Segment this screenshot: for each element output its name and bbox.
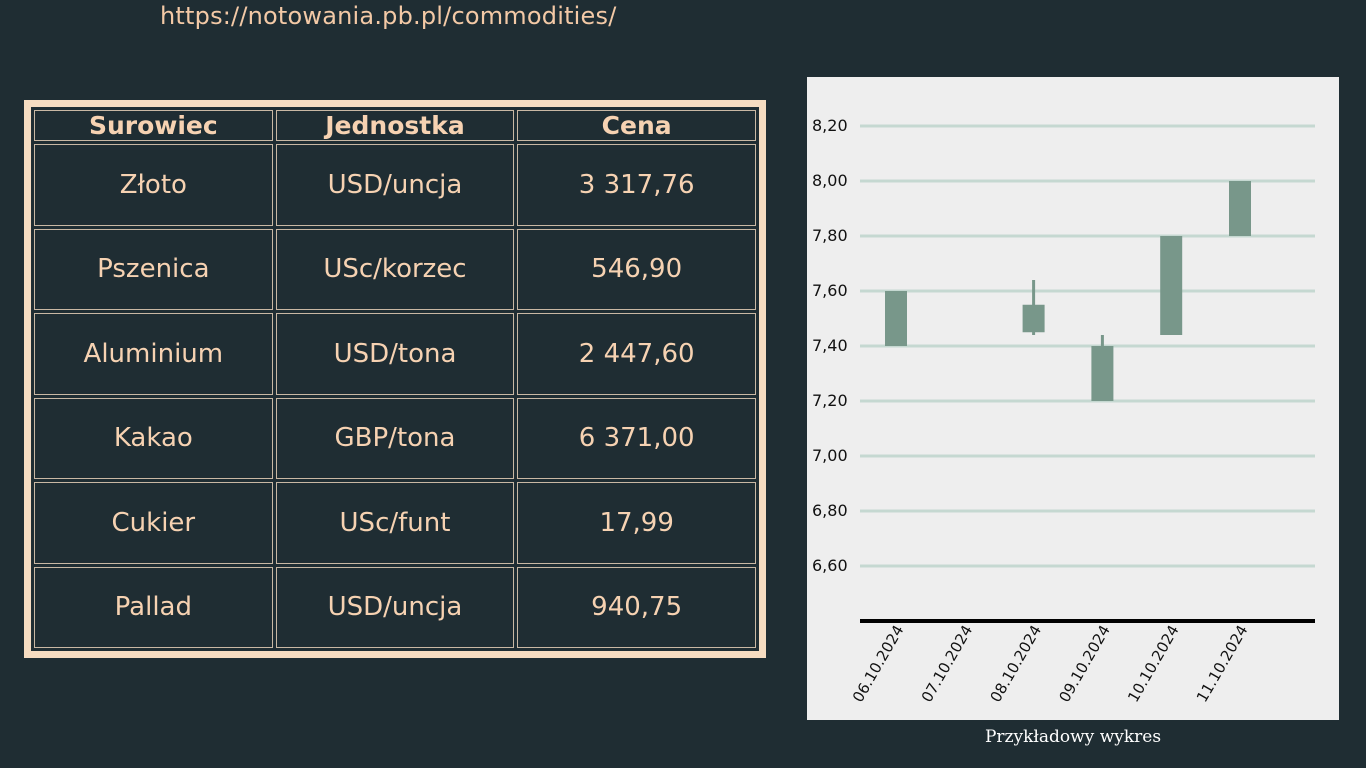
column-header-unit: Jednostka: [275, 110, 515, 141]
candle-body: [1091, 346, 1114, 401]
commodities-table-frame: Surowiec Jednostka Cena Złoto USD/uncja …: [24, 100, 766, 658]
table-row: Pallad USD/uncja 940,75: [34, 566, 756, 648]
column-header-price: Cena: [517, 110, 756, 141]
candle-body: [885, 291, 907, 346]
unit-cell: USD/uncja: [275, 144, 515, 226]
price-cell: 2 447,60: [517, 313, 756, 395]
commodity-cell: Kakao: [34, 397, 273, 479]
commodities-table: Surowiec Jednostka Cena Złoto USD/uncja …: [31, 107, 759, 651]
commodity-cell: Cukier: [34, 482, 273, 564]
candle-body: [1160, 236, 1183, 335]
table-row: Cukier USc/funt 17,99: [34, 482, 756, 564]
table-row: Aluminium USD/tona 2 447,60: [34, 313, 756, 395]
candle-body: [1022, 304, 1045, 333]
y-tick-label: 7,80: [812, 226, 848, 245]
commodity-cell: Pallad: [34, 566, 273, 648]
candle-body: [1229, 181, 1251, 236]
y-tick-label: 7,20: [812, 391, 848, 410]
source-url[interactable]: https://notowania.pb.pl/commodities/: [160, 2, 617, 30]
price-cell: 3 317,76: [517, 144, 756, 226]
y-tick-label: 6,80: [812, 501, 848, 520]
price-cell: 940,75: [517, 566, 756, 648]
unit-cell: USD/tona: [275, 313, 515, 395]
y-tick-label: 8,20: [812, 116, 848, 135]
table-row: Złoto USD/uncja 3 317,76: [34, 144, 756, 226]
column-header-commodity: Surowiec: [34, 110, 273, 141]
candlestick-chart: 6,606,807,007,207,407,607,808,008,2006.1…: [807, 77, 1339, 720]
plot-background: [807, 77, 1339, 720]
price-cell: 546,90: [517, 228, 756, 310]
chart-caption: Przykładowy wykres: [984, 727, 1162, 747]
unit-cell: USc/korzec: [275, 228, 515, 310]
commodity-cell: Pszenica: [34, 228, 273, 310]
commodity-cell: Aluminium: [34, 313, 273, 395]
unit-cell: USc/funt: [275, 482, 515, 564]
y-tick-label: 7,00: [812, 446, 848, 465]
table-row: Kakao GBP/tona 6 371,00: [34, 397, 756, 479]
table-row: Pszenica USc/korzec 546,90: [34, 228, 756, 310]
y-tick-label: 6,60: [812, 556, 848, 575]
chart-panel: 6,60 6,80 7,00 7,20 7,40 7,60 7,80 8,00 8,20 06.1…: [780, 0, 1366, 768]
unit-cell: GBP/tona: [275, 397, 515, 479]
price-cell: 17,99: [517, 482, 756, 564]
table-header-row: Surowiec Jednostka Cena: [34, 110, 756, 141]
unit-cell: USD/uncja: [275, 566, 515, 648]
commodity-cell: Złoto: [34, 144, 273, 226]
y-tick-label: 7,40: [812, 336, 848, 355]
price-cell: 6 371,00: [517, 397, 756, 479]
y-tick-label: 8,00: [812, 171, 848, 190]
y-tick-label: 7,60: [812, 281, 848, 300]
